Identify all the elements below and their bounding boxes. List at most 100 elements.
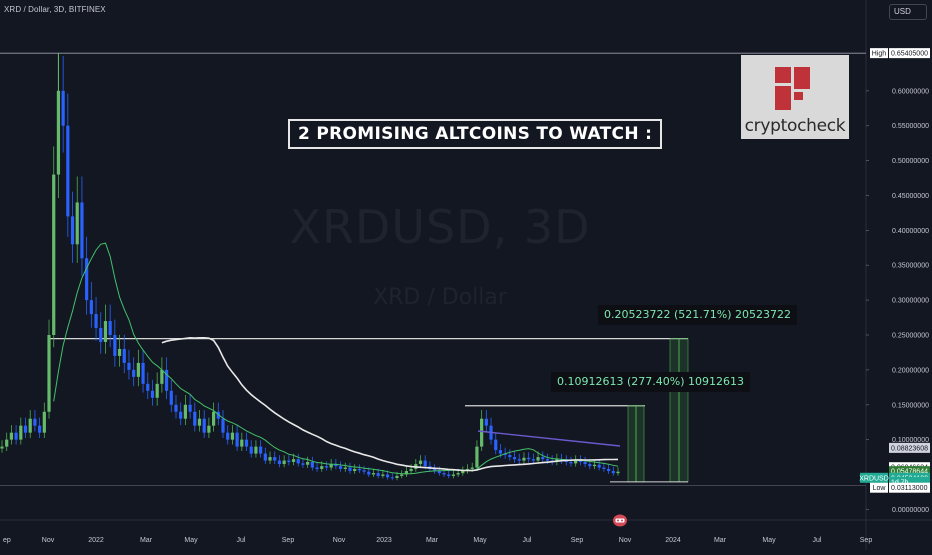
candle-body[interactable]	[353, 468, 357, 472]
candle-body[interactable]	[202, 418, 206, 433]
candle-body[interactable]	[583, 461, 587, 465]
candle-body[interactable]	[531, 459, 535, 461]
candle-body[interactable]	[230, 432, 235, 440]
price-tag-bg[interactable]	[889, 442, 930, 453]
candle-body[interactable]	[470, 467, 474, 469]
candle-body[interactable]	[146, 383, 150, 391]
candle-body[interactable]	[197, 418, 202, 426]
candle-body[interactable]	[179, 411, 183, 419]
candle-body[interactable]	[132, 369, 136, 377]
candle-body[interactable]	[385, 474, 390, 478]
candle-body[interactable]	[404, 471, 408, 475]
candle-body[interactable]	[338, 466, 343, 469]
candle-body[interactable]	[381, 474, 385, 476]
candle-body[interactable]	[451, 474, 456, 476]
candle-body[interactable]	[592, 464, 597, 467]
candle-body[interactable]	[0, 446, 4, 449]
candle-body[interactable]	[160, 369, 164, 384]
candle-body[interactable]	[400, 474, 404, 476]
candle-body[interactable]	[390, 477, 394, 479]
candle-body[interactable]	[357, 468, 361, 471]
candle-body[interactable]	[85, 258, 89, 301]
candle-body[interactable]	[282, 460, 286, 465]
candle-body[interactable]	[183, 404, 187, 419]
candle-body[interactable]	[193, 411, 197, 426]
candle-body[interactable]	[113, 335, 117, 356]
candle-body[interactable]	[588, 464, 592, 467]
moving-average-long[interactable]	[161, 336, 619, 472]
chart-settings-icon[interactable]	[612, 514, 628, 527]
candle-body[interactable]	[244, 439, 249, 447]
candle-body[interactable]	[254, 446, 258, 454]
headline-annotation[interactable]: 2 PROMISING ALTCOINS TO WATCH :	[288, 119, 663, 149]
candle-body[interactable]	[564, 460, 568, 462]
candle-body[interactable]	[320, 466, 324, 469]
candle-body[interactable]	[301, 463, 305, 465]
price-tag-bg[interactable]	[889, 466, 930, 477]
candle-body[interactable]	[207, 425, 211, 433]
candle-body[interactable]	[19, 425, 23, 440]
candle-body[interactable]	[418, 460, 423, 465]
candle-body[interactable]	[287, 460, 291, 462]
candle-body[interactable]	[545, 459, 550, 461]
candle-body[interactable]	[522, 457, 526, 461]
measurement-label-2[interactable]: 0.20523722 (521.71%) 20523722	[598, 305, 797, 325]
candle-body[interactable]	[174, 404, 178, 412]
candle-body[interactable]	[306, 461, 310, 465]
candle-body[interactable]	[249, 446, 253, 454]
candle-body[interactable]	[268, 457, 272, 461]
candle-body[interactable]	[89, 300, 93, 315]
candle-body[interactable]	[61, 90, 65, 126]
candle-body[interactable]	[602, 467, 606, 469]
candle-body[interactable]	[574, 460, 578, 464]
candle-body[interactable]	[343, 467, 347, 469]
candle-body[interactable]	[164, 369, 169, 391]
candle-body[interactable]	[66, 125, 70, 217]
candle-body[interactable]	[52, 174, 56, 335]
candle-body[interactable]	[9, 432, 14, 440]
trend-line[interactable]	[477, 430, 621, 447]
candle-body[interactable]	[324, 466, 329, 468]
moving-average-short[interactable]	[53, 242, 619, 475]
candle-body[interactable]	[367, 471, 371, 475]
candle-body[interactable]	[33, 418, 37, 426]
candle-body[interactable]	[273, 457, 277, 461]
candle-body[interactable]	[433, 468, 437, 472]
candle-body[interactable]	[240, 439, 244, 447]
candle-body[interactable]	[259, 446, 263, 454]
candle-body[interactable]	[456, 473, 460, 475]
candle-body[interactable]	[484, 418, 488, 426]
candle-body[interactable]	[150, 390, 155, 398]
candle-body[interactable]	[329, 464, 333, 468]
candle-body[interactable]	[606, 468, 611, 472]
candle-body[interactable]	[395, 475, 399, 479]
candle-body[interactable]	[212, 411, 216, 426]
candle-body[interactable]	[569, 461, 573, 464]
candle-body[interactable]	[461, 471, 465, 474]
candle-body[interactable]	[362, 470, 366, 472]
candle-body[interactable]	[541, 457, 545, 460]
candle-body[interactable]	[371, 473, 376, 475]
candle-body[interactable]	[508, 454, 512, 458]
candle-body[interactable]	[536, 457, 540, 461]
candle-body[interactable]	[423, 460, 427, 467]
candle-body[interactable]	[235, 432, 239, 447]
candle-body[interactable]	[155, 383, 159, 398]
measurement-label-1[interactable]: 0.10912613 (277.40%) 10912613	[551, 372, 750, 392]
price-tag-bg[interactable]	[889, 482, 930, 493]
candle-body[interactable]	[527, 457, 531, 460]
candle-body[interactable]	[226, 432, 230, 440]
candle-body[interactable]	[277, 460, 282, 465]
candle-body[interactable]	[28, 418, 32, 433]
candle-body[interactable]	[498, 450, 503, 454]
candle-body[interactable]	[616, 471, 620, 474]
candle-body[interactable]	[409, 468, 413, 472]
candle-body[interactable]	[5, 439, 9, 447]
candle-body[interactable]	[188, 404, 192, 412]
candle-body[interactable]	[108, 321, 112, 335]
candle-body[interactable]	[221, 418, 225, 433]
candle-body[interactable]	[94, 314, 98, 329]
candle-body[interactable]	[494, 439, 498, 451]
